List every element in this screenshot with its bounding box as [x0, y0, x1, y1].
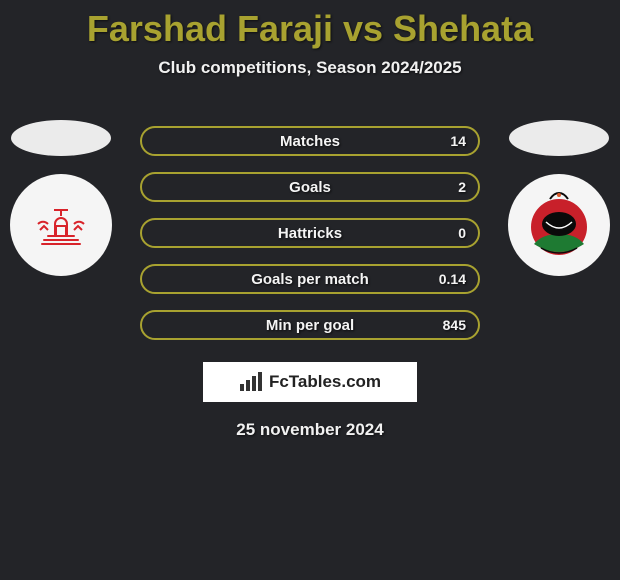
- stat-label: Goals per match: [251, 271, 369, 288]
- brand-box: FcTables.com: [203, 362, 417, 402]
- snapshot-date: 25 november 2024: [0, 420, 620, 440]
- stat-row-goals: Goals 2: [140, 172, 480, 202]
- player-left-badge: [10, 174, 112, 276]
- player-right-badge: [508, 174, 610, 276]
- stat-label: Matches: [280, 133, 340, 150]
- comparison-title: Farshad Faraji vs Shehata: [0, 0, 620, 50]
- stat-right-value: 0: [458, 225, 466, 241]
- brand-text: FcTables.com: [269, 372, 381, 392]
- stat-label: Min per goal: [266, 317, 354, 334]
- player-left-col: [10, 120, 112, 276]
- player-right-name-pill: [509, 120, 609, 156]
- stat-row-goals-per-match: Goals per match 0.14: [140, 264, 480, 294]
- player-right-col: [508, 120, 610, 276]
- stat-right-value: 845: [443, 317, 466, 333]
- stat-right-value: 0.14: [439, 271, 466, 287]
- comparison-subtitle: Club competitions, Season 2024/2025: [0, 58, 620, 78]
- stat-right-value: 2: [458, 179, 466, 195]
- stats-list: Matches 14 Goals 2 Hattricks 0 Goals per…: [140, 126, 480, 340]
- stat-row-min-per-goal: Min per goal 845: [140, 310, 480, 340]
- stat-label: Goals: [289, 179, 331, 196]
- stat-row-hattricks: Hattricks 0: [140, 218, 480, 248]
- stat-row-matches: Matches 14: [140, 126, 480, 156]
- stat-label: Hattricks: [278, 225, 342, 242]
- bars-icon: [239, 372, 265, 392]
- player-left-name-pill: [11, 120, 111, 156]
- stat-right-value: 14: [450, 133, 466, 149]
